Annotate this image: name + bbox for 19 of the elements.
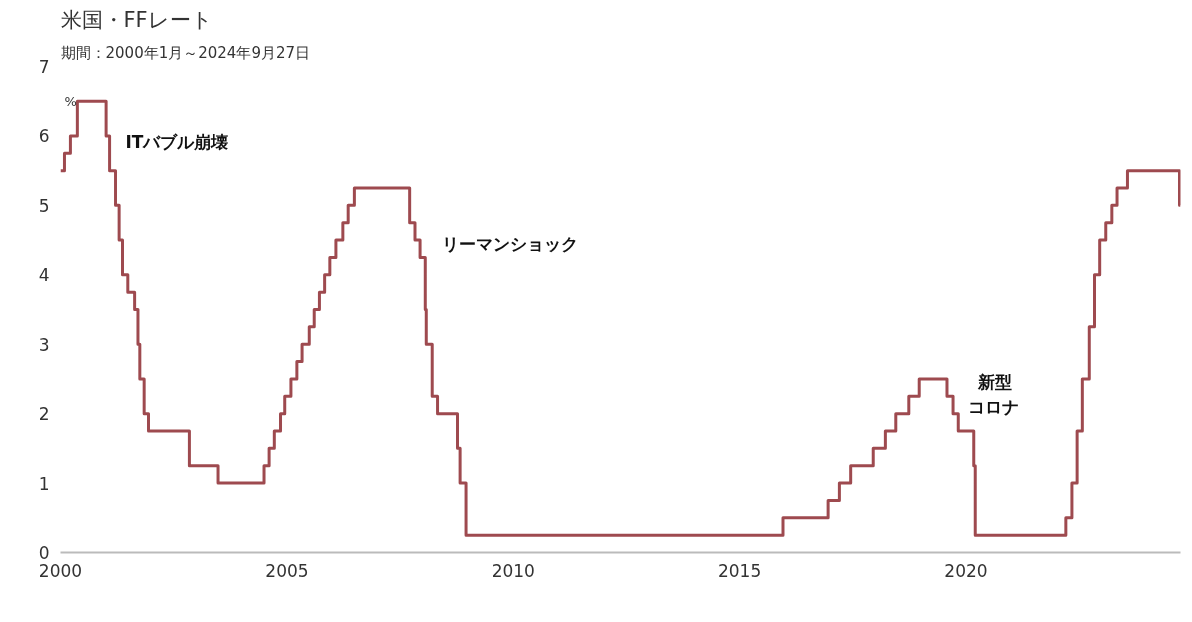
y-tick-label: 7: [38, 57, 50, 77]
x-tick-label: 2005: [265, 560, 309, 581]
x-tick-label: 2000: [38, 560, 83, 581]
x-tick-label: 2020: [944, 560, 988, 581]
chart-title: 米国・FFレート: [60, 7, 213, 32]
y-tick-label: 4: [38, 265, 50, 286]
chart-subtitle: 期間：2000年1月～2024年9月27日: [60, 43, 311, 62]
y-tick-label: 5: [38, 195, 50, 216]
y-tick-label: 6: [38, 126, 50, 147]
y-tick-label: 2: [38, 404, 50, 425]
y-tick-label: 3: [38, 334, 50, 355]
annotation: リーマンショック: [441, 233, 578, 254]
annotation: ITバブル崩壊: [125, 131, 229, 152]
y-tick-label: 1: [38, 473, 50, 494]
x-tick-label: 2015: [717, 560, 762, 581]
annotation: 新型コロナ: [967, 371, 1019, 417]
y-tick-label: 0: [38, 543, 50, 563]
y-axis-title: %: [64, 93, 77, 109]
x-tick-label: 2010: [491, 560, 535, 581]
